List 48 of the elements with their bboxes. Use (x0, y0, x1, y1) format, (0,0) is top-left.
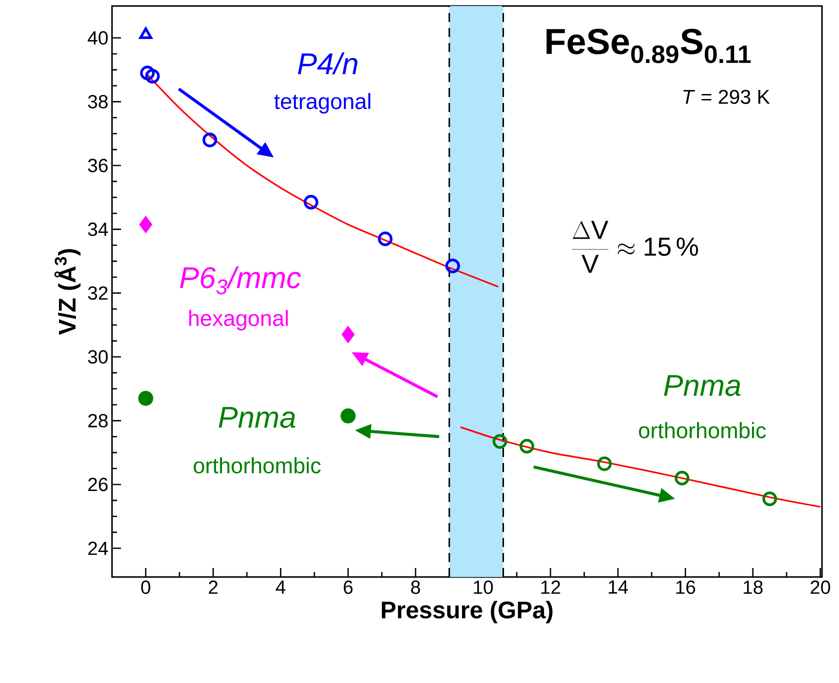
point (597, 456, 612, 472)
point (674, 470, 690, 486)
annotation: P6$_{3}$/mmc (180, 266, 301, 294)
point (138, 390, 154, 406)
x-tick-label: 4 (276, 580, 286, 594)
x-tick-label: 2 (208, 580, 218, 594)
y-tick-label: 38 (88, 94, 108, 108)
point (445, 258, 460, 274)
x-tick-label: 14 (608, 580, 628, 594)
point (304, 194, 318, 210)
x-tick-label: 16 (676, 580, 696, 594)
y-tick-label: 40 (88, 31, 108, 45)
point (762, 492, 778, 506)
x-tick-label: 12 (541, 580, 560, 594)
y-tick-label: 32 (88, 286, 108, 300)
x-axis-title: Pressure (GPa) (382, 600, 552, 624)
annotation: Pnma (664, 375, 740, 396)
point (492, 434, 508, 449)
point (378, 232, 393, 246)
point (340, 408, 356, 424)
x-tick-label: 0 (141, 580, 150, 594)
annotation: $\frac{\Delta \mathrm{V}}{\mathrm{V}}\approx\mathrm{15\,\%}$ (572, 220, 698, 273)
x-tick-label: 8 (411, 580, 420, 594)
y-axis-title: V/Z (Å$^{3}$) (54, 249, 80, 335)
y-tick-label: 26 (88, 478, 108, 492)
x-tick-label: 6 (344, 580, 353, 594)
annotation: tetragonal (274, 93, 370, 114)
y-tick-label: 30 (88, 350, 108, 364)
y-tick-label: 28 (88, 414, 108, 428)
annotation: hexagonal (189, 310, 288, 330)
annotation: Pnma (218, 407, 296, 428)
point (520, 438, 534, 454)
x-tick-label: 18 (744, 580, 763, 594)
point (342, 326, 355, 344)
y-tick-label: 24 (88, 542, 108, 555)
point (202, 132, 218, 148)
point (140, 66, 155, 80)
annotation: orthorhombic (638, 422, 766, 438)
point (145, 68, 160, 84)
x-tick-label: 10 (474, 580, 493, 594)
annotation: P4/n (298, 52, 358, 74)
y-tick-label: 36 (88, 158, 108, 172)
x-tick-label: 20 (810, 580, 830, 594)
annotation: T = 293 K (683, 90, 770, 104)
text: FeSe$_{0.89}$S$_{0.11}$ (546, 28, 751, 64)
annotation: orthorhombic (194, 457, 321, 474)
point (139, 216, 152, 234)
y-tick-label: 34 (88, 222, 108, 236)
